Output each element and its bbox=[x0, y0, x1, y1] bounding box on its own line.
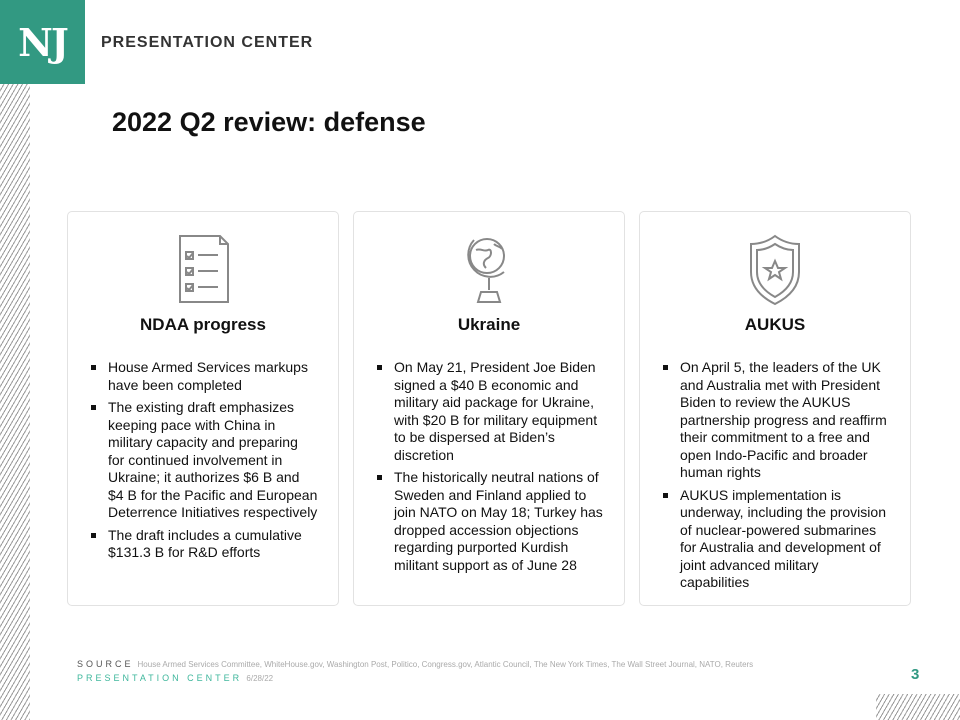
card-heading: AUKUS bbox=[744, 315, 806, 334]
globe-icon bbox=[467, 238, 505, 303]
bullet-item: On April 5, the leaders of the UK and Au… bbox=[662, 359, 890, 482]
card-heading: NDAA progress bbox=[140, 315, 266, 334]
footer-date: 6/28/22 bbox=[246, 674, 274, 683]
source-line: SOURCE House Armed Services Committee, Wh… bbox=[77, 659, 753, 669]
brand-name: PRESENTATION CENTER bbox=[101, 34, 314, 51]
page-title: 2022 Q2 review: defense bbox=[112, 107, 426, 137]
corner-hatch-decoration bbox=[876, 694, 960, 720]
bullet-item: AUKUS implementation is underway, includ… bbox=[662, 487, 890, 592]
nj-logo: NJ bbox=[0, 0, 85, 84]
bullet-item: The existing draft emphasizes keeping pa… bbox=[90, 399, 318, 522]
bullet-item: The draft includes a cumulative $131.3 B… bbox=[90, 527, 318, 562]
bullet-item: On May 21, President Joe Biden signed a … bbox=[376, 359, 604, 464]
page-number: 3 bbox=[911, 666, 920, 683]
source-text: House Armed Services Committee, WhiteHou… bbox=[137, 660, 754, 669]
shield-star-icon bbox=[750, 234, 800, 306]
card-heading: Ukraine bbox=[457, 315, 521, 334]
footer-brand-line: PRESENTATION CENTER 6/28/22 bbox=[77, 673, 273, 683]
left-hatch-decoration bbox=[0, 84, 30, 720]
bullet-item: House Armed Services markups have been c… bbox=[90, 359, 318, 394]
card-ndaa: NDAA progress House Armed Services marku… bbox=[67, 211, 339, 606]
bullet-item: The historically neutral nations of Swed… bbox=[376, 469, 604, 574]
card-aukus: AUKUS On April 5, the leaders of the UK … bbox=[639, 211, 911, 606]
source-label: SOURCE bbox=[77, 659, 134, 669]
checklist-icon bbox=[179, 235, 229, 303]
footer-brand: PRESENTATION CENTER bbox=[77, 673, 243, 683]
card-ukraine: Ukraine On May 21, President Joe Biden s… bbox=[353, 211, 625, 606]
